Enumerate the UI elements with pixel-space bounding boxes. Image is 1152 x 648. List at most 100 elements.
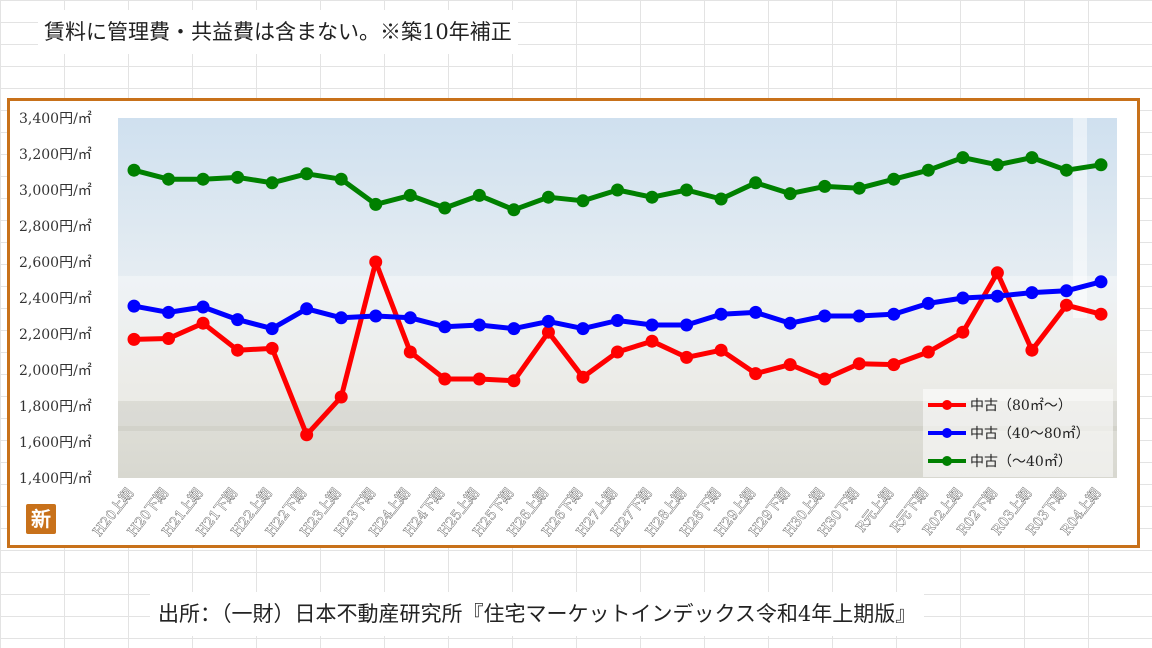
data-point xyxy=(645,318,659,332)
data-point xyxy=(300,302,314,316)
data-point xyxy=(231,170,245,184)
data-point xyxy=(438,372,452,386)
data-point xyxy=(990,158,1004,172)
data-point xyxy=(1025,343,1039,357)
data-point xyxy=(541,325,555,339)
data-point xyxy=(1094,158,1108,172)
data-point xyxy=(334,172,348,186)
data-point xyxy=(990,289,1004,303)
data-point xyxy=(231,313,245,327)
data-point xyxy=(714,307,728,321)
legend-label: 中古（40～80㎡） xyxy=(970,426,1090,442)
data-point xyxy=(507,203,521,217)
data-point xyxy=(438,320,452,334)
data-point xyxy=(507,374,521,388)
legend-swatch-marker xyxy=(942,400,952,410)
data-point xyxy=(403,188,417,202)
data-point xyxy=(645,190,659,204)
series-2 xyxy=(127,151,1108,217)
y-axis: 1,400円/㎡ 1,600円/㎡ 1,800円/㎡ 2,000円/㎡ 2,200円/㎡… xyxy=(19,111,92,487)
data-point xyxy=(334,390,348,404)
y-tick-label: 2,800円/㎡ xyxy=(19,219,92,235)
data-point xyxy=(403,311,417,325)
data-point xyxy=(818,179,832,193)
data-point xyxy=(127,332,141,346)
y-tick-label: 2,000円/㎡ xyxy=(19,363,92,379)
data-point xyxy=(1059,284,1073,298)
legend: 中古（80㎡～） 中古（40～80㎡） 中古（～40㎡） xyxy=(923,389,1113,477)
data-point xyxy=(265,341,279,355)
data-point xyxy=(749,367,763,381)
y-tick-label: 1,600円/㎡ xyxy=(19,435,92,451)
data-point xyxy=(990,266,1004,280)
legend-swatch-marker xyxy=(942,428,952,438)
data-point xyxy=(127,299,141,313)
source-citation: 出所：（一財）日本不動産研究所『住宅マーケットインデックス令和4年上期版』 xyxy=(150,592,925,636)
data-point xyxy=(162,332,176,345)
series-0 xyxy=(127,255,1108,442)
data-point xyxy=(369,309,383,323)
data-point xyxy=(472,318,486,332)
data-point xyxy=(921,345,935,359)
data-point xyxy=(714,192,728,206)
y-tick-label: 2,200円/㎡ xyxy=(19,327,92,343)
y-tick-label: 1,800円/㎡ xyxy=(19,399,92,415)
data-point xyxy=(680,318,694,332)
data-point xyxy=(956,325,970,339)
data-point xyxy=(887,358,901,372)
y-tick-label: 2,400円/㎡ xyxy=(19,291,92,307)
data-point xyxy=(1025,151,1039,165)
data-point xyxy=(852,181,866,195)
data-point xyxy=(403,345,417,359)
legend-swatch-marker xyxy=(942,456,952,466)
data-point xyxy=(852,357,866,371)
data-point xyxy=(196,316,210,330)
data-point xyxy=(818,372,832,386)
data-point xyxy=(887,307,901,321)
data-point xyxy=(714,343,728,357)
rent-trend-chart: 1,400円/㎡ 1,600円/㎡ 1,800円/㎡ 2,000円/㎡ 2,200円/㎡… xyxy=(19,111,1117,540)
data-point xyxy=(507,322,521,336)
data-point xyxy=(1094,307,1108,321)
y-tick-label: 3,200円/㎡ xyxy=(19,147,92,163)
data-point xyxy=(852,309,866,323)
data-point xyxy=(541,314,555,328)
data-point xyxy=(1025,286,1039,300)
data-point xyxy=(818,309,832,323)
data-point xyxy=(576,370,590,384)
data-point xyxy=(887,172,901,186)
series-1 xyxy=(127,275,1108,336)
data-point xyxy=(576,194,590,208)
logo-badge: 新 xyxy=(26,504,56,534)
series-layer xyxy=(127,151,1108,442)
data-point xyxy=(300,428,314,442)
data-point xyxy=(162,172,176,186)
data-point xyxy=(749,176,763,190)
data-point xyxy=(265,322,279,336)
data-point xyxy=(680,183,694,197)
data-point xyxy=(127,163,141,177)
data-point xyxy=(576,322,590,336)
legend-label: 中古（～40㎡） xyxy=(970,454,1072,470)
data-point xyxy=(231,343,245,357)
data-point xyxy=(783,187,797,201)
legend-label: 中古（80㎡～） xyxy=(970,398,1072,414)
data-point xyxy=(300,167,314,181)
data-point xyxy=(472,372,486,386)
data-point xyxy=(783,316,797,330)
data-point xyxy=(611,314,624,327)
data-point xyxy=(472,188,486,202)
data-point xyxy=(541,190,555,204)
data-point xyxy=(196,172,210,186)
data-point xyxy=(956,151,970,165)
data-point xyxy=(369,197,383,211)
pricing-note: 賃料に管理費・共益費は含まない。※築10年補正 xyxy=(38,10,518,54)
data-point xyxy=(611,183,624,197)
data-point xyxy=(749,305,763,319)
data-point xyxy=(783,358,797,372)
data-point xyxy=(680,350,694,364)
data-point xyxy=(369,255,383,269)
data-point xyxy=(265,176,279,190)
data-point xyxy=(645,334,659,348)
data-point xyxy=(956,291,970,305)
